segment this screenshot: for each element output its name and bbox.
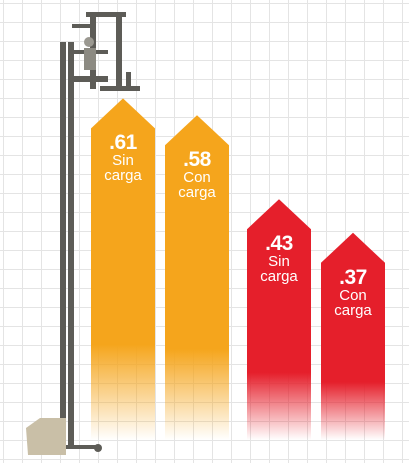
mast-pole — [116, 14, 122, 89]
fork-frame — [126, 72, 131, 90]
category-label: Con carga — [178, 169, 216, 202]
value-label: .58 — [183, 148, 211, 172]
forks — [100, 86, 140, 91]
bar-label: .58 Con carga — [165, 149, 229, 200]
cab-floor — [74, 76, 108, 82]
category-label: Con carga — [334, 286, 372, 319]
value-label: .61 — [109, 131, 137, 155]
base-leg — [66, 445, 100, 449]
operator — [84, 37, 94, 47]
category-label: Sin carga — [104, 152, 142, 185]
bar-label: .61 Sin carga — [91, 132, 155, 183]
cab-roof — [72, 24, 94, 28]
arrow-bar — [321, 232, 385, 440]
arrow-bar — [91, 98, 155, 441]
forklift — [26, 12, 140, 455]
value-label: .37 — [339, 265, 367, 289]
wheel — [94, 444, 102, 452]
bar-label: .43 Sin carga — [247, 233, 311, 284]
category-label: Sin carga — [260, 253, 298, 286]
mast-top — [86, 12, 126, 17]
operator — [84, 48, 96, 70]
arrow-bar — [165, 115, 229, 440]
mast-pole — [68, 42, 74, 445]
mast-pole — [60, 42, 66, 445]
arrow-bar — [247, 199, 311, 440]
value-label: .43 — [265, 232, 293, 256]
base-body — [26, 418, 66, 455]
bar-label: .37 Con carga — [321, 267, 385, 318]
